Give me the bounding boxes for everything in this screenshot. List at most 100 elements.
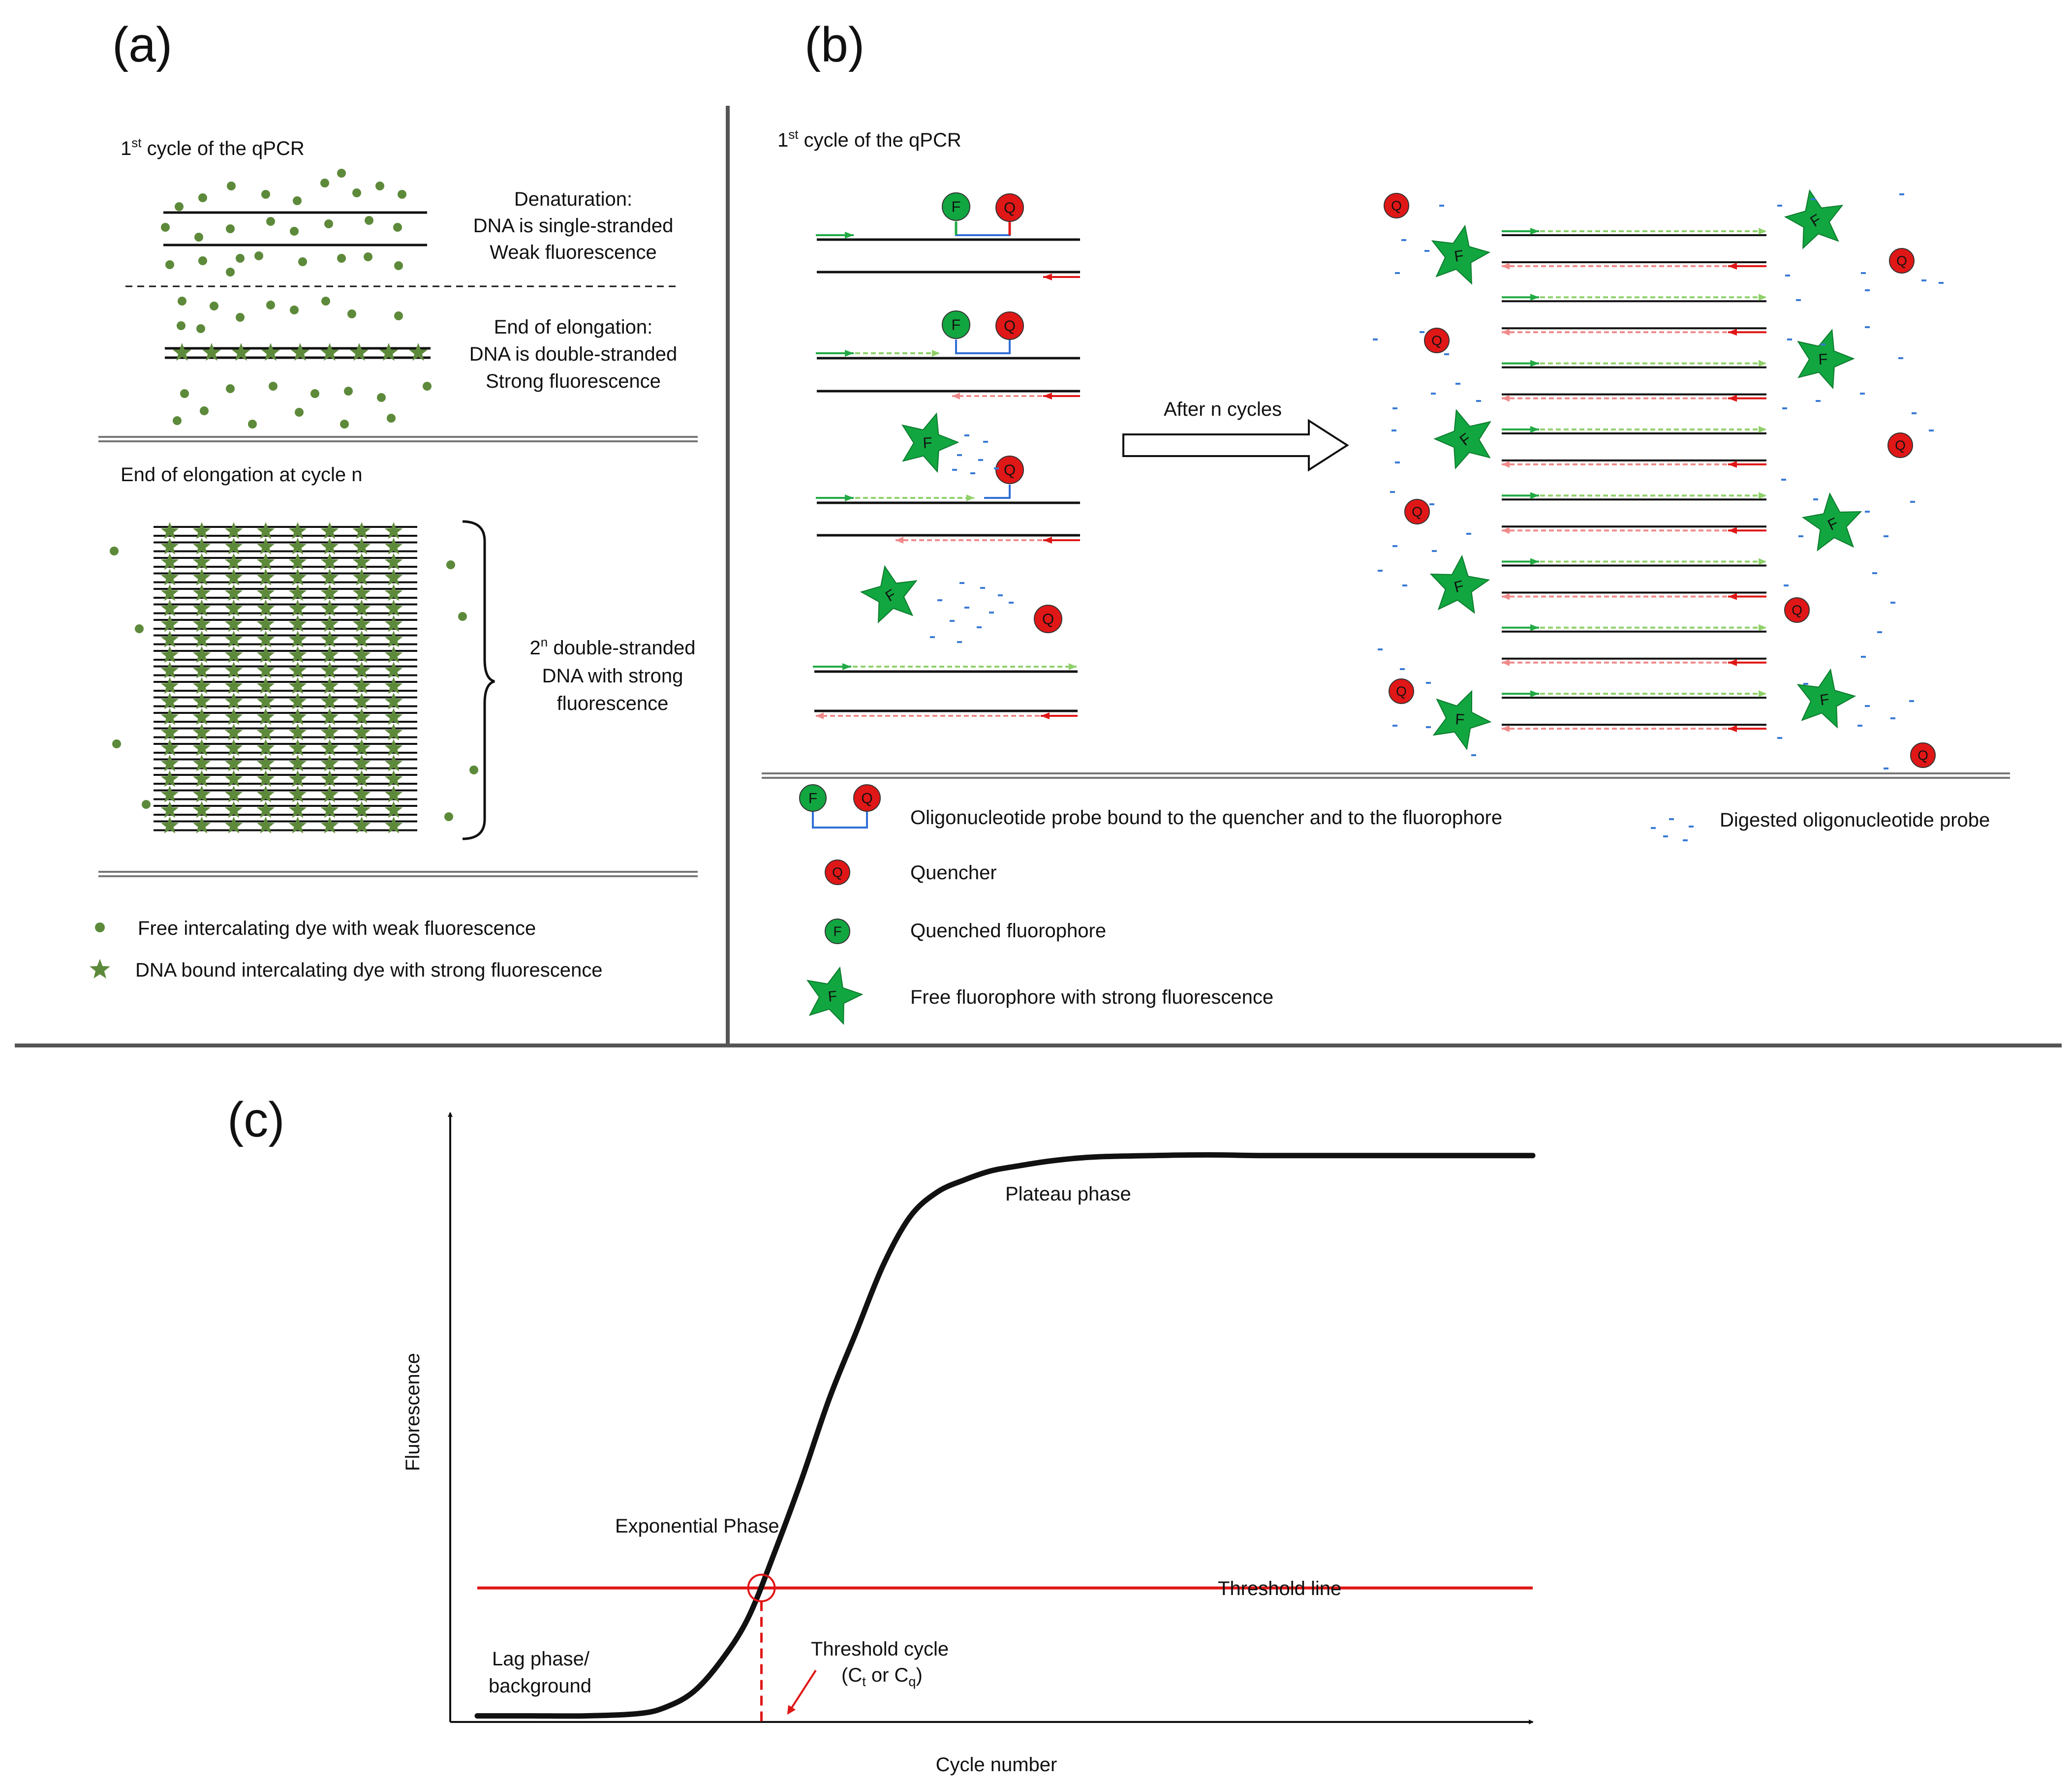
bound-dye-star — [352, 739, 371, 756]
free-dye-dot — [226, 224, 235, 233]
bound-dye-star — [192, 568, 211, 585]
bound-dye-star — [352, 692, 371, 709]
free-dye-dot — [364, 252, 372, 261]
bound-dye-star — [256, 801, 275, 818]
bound-dye-star — [384, 723, 403, 740]
legend-free-dye-dot — [95, 922, 105, 932]
probe-linker — [955, 221, 1011, 236]
bound-dye-star — [352, 723, 371, 740]
bound-dye-star — [160, 568, 179, 585]
bound-dye-star — [192, 816, 211, 833]
free-dye-dot — [365, 216, 373, 225]
legend-quencher-symbol — [825, 860, 850, 885]
bound-dye-star — [224, 816, 243, 833]
legend-probe: Oligonucleotide probe bound to the quenc… — [910, 807, 1502, 829]
bound-dye-star — [384, 553, 403, 570]
exponential-phase-label: Exponential Phase — [615, 1515, 779, 1537]
quencher — [1887, 432, 1913, 458]
bound-dye-star — [288, 677, 307, 694]
legend-quenched-fluorophore: Quenched fluorophore — [910, 920, 1106, 942]
free-dye-dot — [337, 254, 346, 263]
bound-dye-star — [224, 630, 243, 647]
legend-bound-dye: DNA bound intercalating dye with strong … — [135, 959, 602, 981]
panel-b: 1st cycle of the qPCR F Q F Q F Q F Q After n c… — [762, 127, 2010, 1025]
quencher — [1034, 605, 1062, 633]
free-dye-dot — [200, 406, 209, 415]
forward-primer-head — [842, 663, 851, 670]
bound-dye-star — [384, 522, 403, 539]
fluorophore-letter: F — [1455, 710, 1465, 728]
legend-probe-quencher-letter: Q — [861, 790, 872, 806]
free-fluorophore-star — [1784, 189, 1844, 249]
bound-dye-star — [288, 770, 307, 787]
bound-dye-star — [160, 692, 179, 709]
free-dye-dot — [261, 190, 270, 199]
bound-dye-star — [160, 646, 179, 663]
forward-primer-head — [845, 494, 854, 501]
b-legend-symbols: F Q Q F F — [799, 784, 1694, 1025]
bound-dye-star — [160, 630, 179, 647]
bound-dye-star — [160, 801, 179, 818]
forward-extension-head — [1759, 294, 1766, 301]
free-dye-dot — [161, 223, 170, 232]
reverse-extension-head — [1502, 329, 1510, 336]
bound-dye-star — [352, 553, 371, 570]
bound-dye-star — [384, 630, 403, 647]
bound-dye-star — [173, 343, 191, 361]
bound-dye-star — [224, 646, 243, 663]
bound-dye-star — [224, 770, 243, 787]
fluorophore-letter: F — [827, 988, 838, 1005]
threshold-line-label: Threshold line — [1218, 1578, 1341, 1599]
free-dye-dot — [177, 321, 186, 330]
free-dye-dot — [180, 389, 189, 398]
bound-dye-star — [224, 615, 243, 632]
free-dye-dot — [236, 254, 245, 263]
forward-primer-head — [845, 232, 854, 239]
legend-bound-dye-star — [90, 959, 110, 979]
bound-dye-star — [352, 630, 371, 647]
elongation-title: End of elongation: — [494, 316, 652, 338]
bound-dye-star — [90, 959, 110, 979]
fluorophore-letter: F — [1453, 246, 1465, 265]
bound-dye-star — [256, 630, 275, 647]
free-dye-dot — [298, 257, 307, 266]
reverse-primer-head — [1728, 329, 1737, 336]
free-fluorophore-star — [1432, 690, 1492, 750]
free-dye-dot — [227, 182, 236, 190]
free-dye-dot — [196, 324, 205, 333]
bound-dye-star — [352, 599, 371, 616]
reverse-primer-head — [1728, 725, 1737, 733]
bound-dye-star — [256, 522, 275, 539]
bound-dye-star — [288, 785, 307, 802]
elongation-line3: Strong fluorescence — [486, 370, 661, 392]
bound-dye-star — [192, 553, 211, 570]
free-dye-dot — [226, 384, 235, 393]
quencher — [1424, 328, 1450, 353]
free-dye-dot — [394, 261, 403, 270]
bound-dye-star — [352, 646, 371, 663]
bound-dye-star — [352, 568, 371, 585]
bound-dye-star — [224, 553, 243, 570]
legend-probe-fluorophore-letter: F — [808, 790, 817, 806]
legend-quenched-fluorophore-symbol — [825, 919, 850, 944]
brace — [462, 520, 495, 840]
bound-dye-star — [384, 537, 403, 554]
bound-dye-star — [320, 739, 339, 756]
bound-dye-star — [160, 816, 179, 833]
free-dye-dot — [393, 223, 402, 232]
bound-dye-star — [160, 599, 179, 616]
forward-primer-head — [1530, 294, 1539, 301]
bound-dye-star — [288, 599, 307, 616]
forward-extension-head — [966, 494, 974, 501]
bound-dye-star — [202, 343, 221, 361]
legend-free-fluorophore: Free fluorophore with strong fluorescenc… — [910, 986, 1273, 1008]
reverse-primer-head — [1728, 593, 1737, 600]
bound-dye-star — [288, 739, 307, 756]
bound-dye-star — [256, 785, 275, 802]
free-dye-dot — [290, 306, 299, 314]
bound-dye-star — [192, 723, 211, 740]
free-dye-dot — [198, 256, 207, 265]
bound-dye-star — [192, 754, 211, 771]
bound-dye-star — [352, 661, 371, 678]
